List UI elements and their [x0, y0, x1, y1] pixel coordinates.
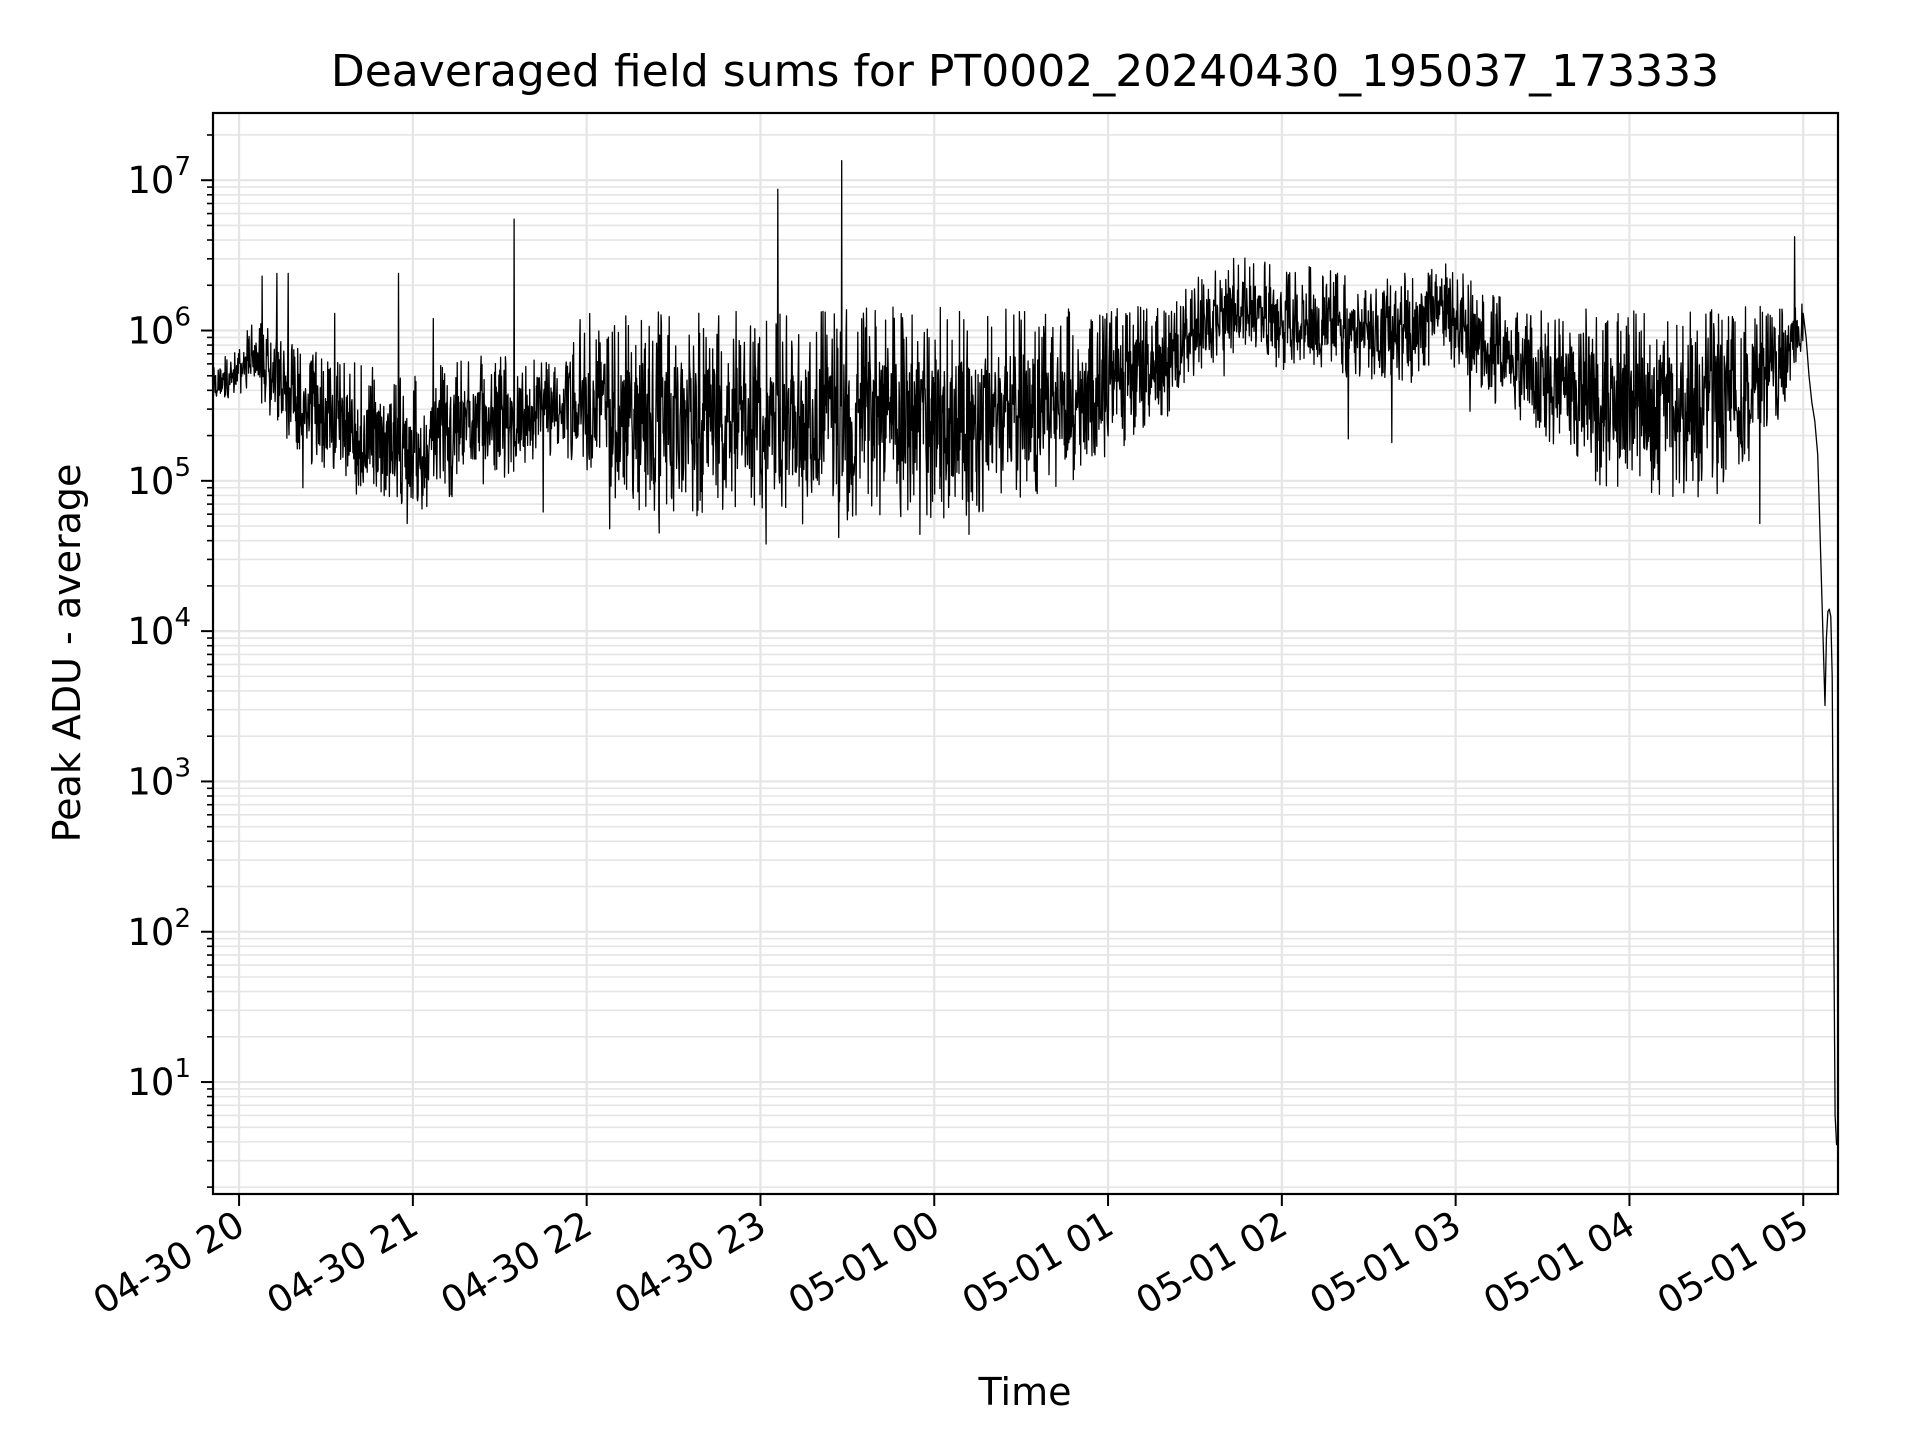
y-axis-label: Peak ADU - average: [45, 464, 89, 843]
y-tick-exponent: 1: [174, 1054, 191, 1084]
y-tick-exponent: 3: [174, 753, 191, 783]
series-line: [212, 159, 1838, 1146]
y-tick-label: 106: [127, 303, 191, 353]
y-tick-base: 10: [127, 159, 174, 202]
y-tick-label: 104: [127, 603, 191, 653]
y-tick-label: 101: [127, 1054, 191, 1104]
y-tick-exponent: 5: [174, 453, 191, 483]
y-tick-exponent: 4: [174, 603, 191, 633]
series-layer: [212, 159, 1838, 1146]
y-tick-label: 102: [127, 904, 191, 954]
plot-frame: [211, 111, 1840, 1196]
y-tick-exponent: 2: [174, 904, 191, 934]
chart-title: Deaveraged field sums for PT0002_2024043…: [331, 46, 1719, 97]
y-tick-exponent: 7: [174, 152, 191, 182]
y-tick-base: 10: [127, 310, 174, 353]
x-axis-label: Time: [978, 1370, 1072, 1414]
y-tick-base: 10: [127, 610, 174, 653]
y-tick-base: 10: [127, 911, 174, 954]
y-tick-label: 103: [127, 753, 191, 803]
y-tick-base: 10: [127, 460, 174, 503]
y-tick-base: 10: [127, 760, 174, 803]
y-tick-base: 10: [127, 1061, 174, 1104]
y-tick-label: 107: [127, 152, 191, 202]
y-tick-label: 105: [127, 453, 191, 503]
grid: [213, 113, 1838, 1194]
y-tick-exponent: 6: [174, 303, 191, 333]
